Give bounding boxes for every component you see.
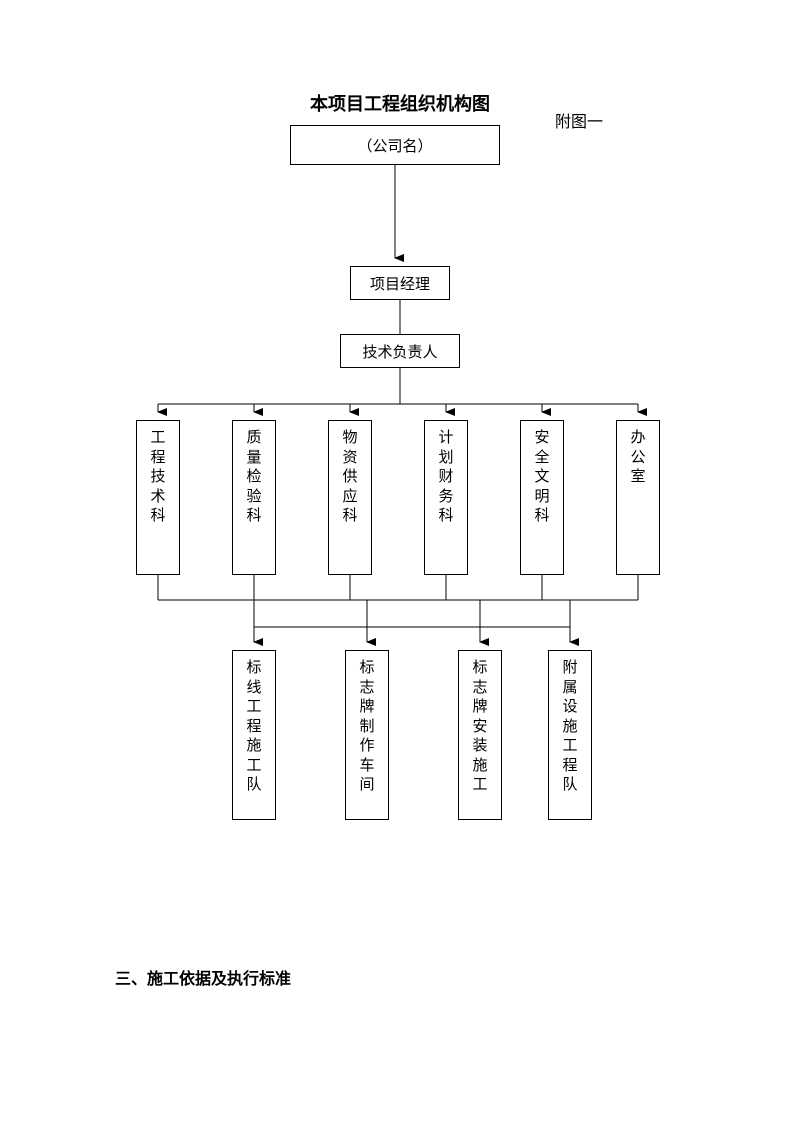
node-sign-install: 标志牌安装施工 xyxy=(458,650,502,820)
node-tech-label: 技术负责人 xyxy=(362,341,437,362)
node-pm-label: 项目经理 xyxy=(370,273,430,294)
node-office: 办 公 室 xyxy=(616,420,660,575)
node-aux-team: 附属设施工程队 xyxy=(548,650,592,820)
connectors xyxy=(0,0,800,1132)
node-supply: 物资供应科 xyxy=(328,420,372,575)
figure-annotation: 附图一 xyxy=(555,108,603,132)
node-pm: 项目经理 xyxy=(350,266,450,300)
node-safety-label: 安全文明科 xyxy=(535,429,550,527)
node-company-label: （公司名） xyxy=(357,135,432,156)
page-title: 本项目工程组织机构图 xyxy=(310,90,490,116)
node-safety: 安全文明科 xyxy=(520,420,564,575)
node-finance: 计划财务科 xyxy=(424,420,468,575)
node-aux-team-label: 附属设施工程队 xyxy=(563,659,578,796)
node-sign-make-label: 标志牌制作车间 xyxy=(360,659,375,796)
node-line-team-label: 标线工程施工队 xyxy=(247,659,262,796)
node-eng-label: 工程技术科 xyxy=(151,429,166,527)
node-sign-make: 标志牌制作车间 xyxy=(345,650,389,820)
node-company: （公司名） xyxy=(290,125,500,165)
node-quality: 质量检验科 xyxy=(232,420,276,575)
node-quality-label: 质量检验科 xyxy=(247,429,262,527)
node-supply-label: 物资供应科 xyxy=(343,429,358,527)
node-eng: 工程技术科 xyxy=(136,420,180,575)
node-finance-label: 计划财务科 xyxy=(439,429,454,527)
node-line-team: 标线工程施工队 xyxy=(232,650,276,820)
node-tech: 技术负责人 xyxy=(340,334,460,368)
node-sign-install-label: 标志牌安装施工 xyxy=(473,659,488,796)
node-office-label: 办 公 室 xyxy=(631,429,646,488)
section-heading: 三、施工依据及执行标准 xyxy=(115,965,291,989)
